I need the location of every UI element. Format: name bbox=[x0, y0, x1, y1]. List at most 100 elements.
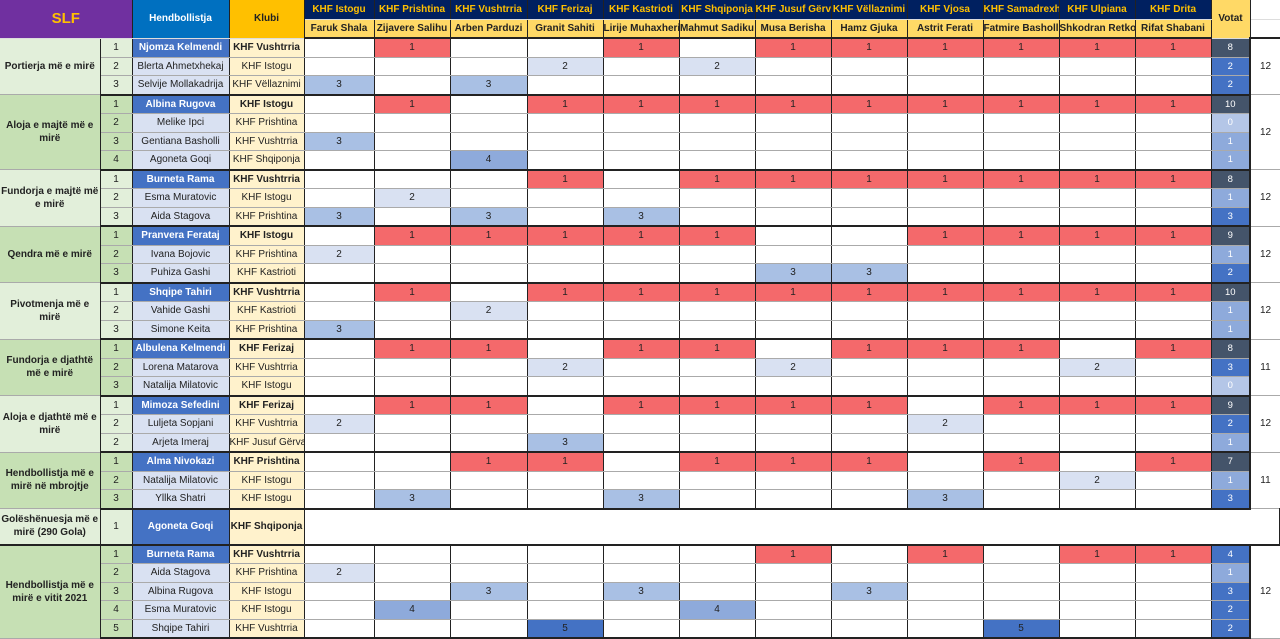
jury-vote-cell bbox=[1059, 57, 1136, 76]
jury-vote-cell bbox=[527, 245, 604, 264]
jury-vote-cell bbox=[831, 188, 908, 208]
jury-vote-cell bbox=[603, 169, 680, 189]
jury-vote-cell bbox=[1059, 320, 1136, 340]
jury-vote-cell bbox=[450, 132, 528, 151]
jury-vote-cell: 4 bbox=[374, 600, 451, 620]
empty-merged-cell bbox=[304, 508, 1280, 546]
table-row: Fundorja e djathtë më e mirë 1 Albulena Ke… bbox=[0, 339, 1280, 396]
category-total-votes: 12 bbox=[1250, 395, 1280, 453]
jury-vote-cell: 1 bbox=[831, 339, 908, 359]
player-club: KHF Ferizaj bbox=[229, 395, 305, 415]
jury-vote-cell bbox=[450, 38, 528, 58]
votes-count: 1 bbox=[1211, 433, 1251, 453]
jury-vote-cell: 4 bbox=[450, 150, 528, 171]
table-row: 3 Yllka Shatri KHF Istogu 3 3 3 3 bbox=[0, 489, 1280, 510]
votes-count: 8 bbox=[1211, 339, 1251, 359]
jury-judge-name: Hamz Gjuka bbox=[831, 19, 908, 39]
category-title: Qendra më e mirë bbox=[0, 226, 101, 283]
table-row: Golëshënuesja më e mirë (290 Gola) 1 Agone… bbox=[0, 508, 1280, 546]
jury-vote-cell bbox=[603, 75, 680, 96]
jury-vote-cell: 3 bbox=[450, 207, 528, 227]
jury-vote-cell: 1 bbox=[983, 226, 1060, 246]
jury-vote-cell: 1 bbox=[907, 544, 984, 564]
jury-vote-cell bbox=[679, 188, 756, 208]
jury-vote-cell bbox=[1059, 582, 1136, 601]
jury-vote-cell bbox=[983, 75, 1060, 96]
jury-vote-cell: 1 bbox=[907, 94, 984, 114]
jury-vote-cell bbox=[679, 301, 756, 321]
jury-vote-cell bbox=[527, 395, 604, 415]
jury-vote-cell bbox=[679, 433, 756, 453]
jury-vote-cell: 1 bbox=[755, 169, 832, 189]
player-name: Ivana Bojovic bbox=[132, 245, 230, 264]
jury-vote-cell: 1 bbox=[603, 395, 680, 415]
jury-vote-cell bbox=[304, 94, 375, 114]
jury-vote-cell: 1 bbox=[1059, 169, 1136, 189]
jury-vote-cell bbox=[831, 301, 908, 321]
jury-judge-name: Rifat Shabani bbox=[1135, 19, 1212, 39]
player-club: KHF Istogu bbox=[229, 188, 305, 208]
jury-vote-cell: 2 bbox=[755, 358, 832, 377]
player-club: KHF Shqiponja bbox=[229, 150, 305, 171]
jury-vote-cell bbox=[527, 263, 604, 284]
jury-vote-cell bbox=[679, 471, 756, 490]
jury-vote-cell: 1 bbox=[1135, 38, 1212, 58]
jury-vote-cell: 1 bbox=[450, 226, 528, 246]
jury-vote-cell bbox=[304, 395, 375, 415]
jury-vote-cell bbox=[831, 544, 908, 564]
jury-vote-cell bbox=[1059, 600, 1136, 620]
jury-club-header: KHF Jusuf Gërvalla bbox=[755, 0, 832, 20]
rank-cell: 3 bbox=[100, 132, 133, 151]
jury-vote-cell bbox=[527, 339, 604, 359]
jury-vote-cell bbox=[603, 113, 680, 133]
jury-vote-cell bbox=[304, 452, 375, 472]
jury-club-header: KHF Ulpiana bbox=[1059, 0, 1136, 20]
player-club: KHF Istogu bbox=[229, 582, 305, 601]
jury-vote-cell bbox=[304, 433, 375, 453]
jury-vote-cell: 1 bbox=[831, 94, 908, 114]
jury-vote-cell bbox=[304, 57, 375, 76]
jury-vote-cell bbox=[603, 132, 680, 151]
player-club: KHF Prishtina bbox=[229, 452, 305, 472]
empty-cell bbox=[1250, 19, 1280, 39]
votes-count: 1 bbox=[1211, 320, 1251, 340]
player-name: Alma Nivokazi bbox=[132, 452, 230, 472]
jury-vote-cell bbox=[679, 358, 756, 377]
jury-vote-cell bbox=[755, 245, 832, 264]
jury-vote-cell bbox=[755, 75, 832, 96]
table-row: 2 Melike Ipci KHF Prishtina 0 bbox=[0, 113, 1280, 133]
jury-vote-cell bbox=[527, 38, 604, 58]
jury-vote-cell: 1 bbox=[983, 452, 1060, 472]
jury-vote-cell bbox=[1135, 376, 1212, 397]
jury-vote-cell bbox=[1135, 207, 1212, 227]
jury-vote-cell: 1 bbox=[755, 282, 832, 302]
jury-vote-cell: 2 bbox=[527, 358, 604, 377]
jury-vote-cell bbox=[1059, 376, 1136, 397]
votes-count: 1 bbox=[1211, 301, 1251, 321]
jury-vote-cell bbox=[983, 188, 1060, 208]
jury-vote-cell: 3 bbox=[831, 582, 908, 601]
votes-count: 1 bbox=[1211, 150, 1251, 171]
jury-vote-cell: 2 bbox=[304, 414, 375, 434]
jury-vote-cell bbox=[1135, 433, 1212, 453]
player-club: KHF Kastrioti bbox=[229, 263, 305, 284]
player-name: Agoneta Goqi bbox=[132, 508, 230, 546]
player-club: KHF Istogu bbox=[229, 489, 305, 510]
jury-vote-cell: 1 bbox=[831, 38, 908, 58]
jury-vote-cell bbox=[831, 433, 908, 453]
jury-vote-cell bbox=[983, 433, 1060, 453]
player-name: Mimoza Sefedini bbox=[132, 395, 230, 415]
jury-vote-cell: 3 bbox=[304, 320, 375, 340]
jury-vote-cell bbox=[304, 544, 375, 564]
jury-vote-cell: 2 bbox=[304, 245, 375, 264]
player-name: Luljeta Sopjani bbox=[132, 414, 230, 434]
rank-cell: 4 bbox=[100, 150, 133, 171]
player-club: KHF Istogu bbox=[229, 376, 305, 397]
jury-vote-cell: 1 bbox=[755, 452, 832, 472]
jury-vote-cell bbox=[983, 207, 1060, 227]
jury-vote-cell bbox=[304, 226, 375, 246]
rank-cell: 3 bbox=[100, 75, 133, 96]
votes-count: 8 bbox=[1211, 169, 1251, 189]
jury-vote-cell bbox=[831, 489, 908, 510]
rank-cell: 2 bbox=[100, 188, 133, 208]
